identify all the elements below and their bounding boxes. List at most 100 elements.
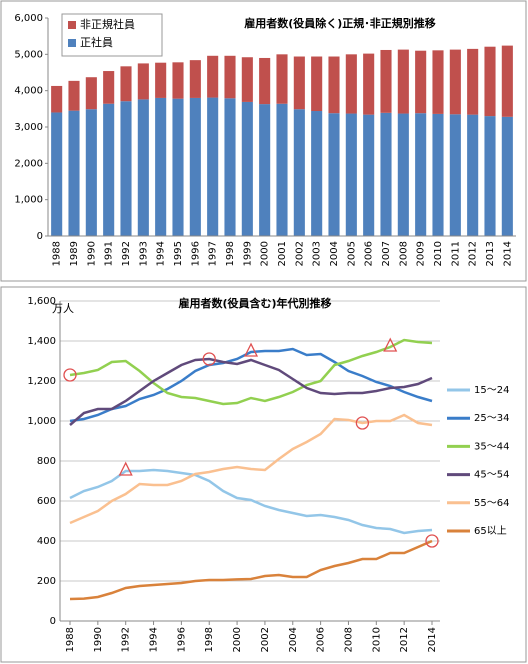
x-tick-label: 2009 bbox=[416, 241, 427, 266]
x-tick-label: 2000 bbox=[232, 627, 243, 652]
x-tick-label: 2013 bbox=[485, 241, 496, 266]
bar bbox=[172, 62, 184, 99]
bar bbox=[293, 56, 305, 110]
x-tick-label: 2000 bbox=[260, 241, 271, 266]
bar bbox=[276, 103, 288, 236]
x-tick-label: 1994 bbox=[149, 627, 160, 652]
highlight-circle bbox=[425, 534, 439, 548]
bar bbox=[311, 56, 323, 112]
line bbox=[69, 347, 433, 423]
bar bbox=[224, 98, 236, 237]
highlight-circle bbox=[355, 416, 370, 430]
panel bbox=[0, 286, 527, 663]
bar bbox=[259, 57, 271, 105]
x-tick-label: 2014 bbox=[502, 241, 513, 266]
line bbox=[69, 357, 433, 426]
bar bbox=[415, 113, 427, 236]
legend-swatch bbox=[68, 21, 76, 29]
x-tick-label: 2005 bbox=[346, 241, 357, 266]
legend-label: 正社員 bbox=[80, 35, 113, 49]
bar bbox=[103, 103, 115, 236]
line bbox=[69, 413, 433, 525]
bar bbox=[259, 104, 271, 236]
bar bbox=[293, 109, 305, 236]
x-tick-label: 1996 bbox=[176, 627, 187, 652]
bar bbox=[328, 113, 340, 236]
highlight-circle bbox=[63, 368, 77, 382]
bar bbox=[467, 48, 479, 115]
bar bbox=[155, 97, 167, 236]
y-tick-label: 2,000 bbox=[14, 158, 43, 169]
bar bbox=[172, 98, 184, 236]
x-tick-label: 2004 bbox=[329, 241, 340, 266]
x-tick-label: 1996 bbox=[190, 241, 201, 266]
bar bbox=[432, 50, 444, 114]
x-tick-label: 2011 bbox=[450, 241, 461, 266]
legend-label: 55～64 bbox=[474, 498, 509, 509]
x-tick-label: 1992 bbox=[121, 627, 132, 652]
y-tick-label: 1,000 bbox=[14, 195, 43, 206]
unit-label: 万人 bbox=[52, 302, 74, 315]
bar bbox=[207, 55, 219, 98]
x-tick-label: 2006 bbox=[316, 627, 327, 652]
bar bbox=[345, 113, 357, 236]
bar bbox=[189, 97, 201, 236]
x-tick-label: 1988 bbox=[65, 627, 76, 652]
legend-label: 45～54 bbox=[474, 470, 509, 481]
y-tick-label: 1,400 bbox=[27, 336, 56, 347]
x-tick-label: 2002 bbox=[294, 241, 305, 266]
bar bbox=[501, 116, 513, 236]
y-tick-label: 800 bbox=[37, 456, 56, 467]
x-tick-label: 2014 bbox=[427, 627, 438, 652]
bar bbox=[68, 80, 80, 111]
x-tick-label: 1993 bbox=[138, 241, 149, 266]
line bbox=[69, 338, 433, 406]
chart-title: 雇用者数(役員含む)年代別推移 bbox=[178, 296, 331, 310]
bar bbox=[432, 113, 444, 236]
x-tick-label: 2007 bbox=[381, 241, 392, 266]
legend-label: 15～24 bbox=[474, 385, 509, 396]
bar bbox=[103, 71, 115, 104]
x-tick-label: 2003 bbox=[312, 241, 323, 266]
x-tick-label: 1997 bbox=[208, 241, 219, 266]
bar bbox=[415, 50, 427, 114]
x-tick-label: 1995 bbox=[173, 241, 184, 266]
x-tick-label: 2004 bbox=[288, 627, 299, 652]
x-tick-label: 2012 bbox=[468, 241, 479, 266]
bar bbox=[85, 109, 97, 236]
bar bbox=[449, 49, 461, 115]
bar bbox=[363, 114, 375, 236]
highlight-triangle bbox=[383, 337, 398, 352]
legend-label: 35～44 bbox=[474, 441, 509, 452]
x-tick-label: 1998 bbox=[204, 627, 215, 652]
bar bbox=[241, 57, 253, 102]
x-tick-label: 2008 bbox=[398, 241, 409, 266]
bar bbox=[397, 49, 409, 114]
y-tick-label: 400 bbox=[37, 536, 56, 547]
y-tick-label: 6,000 bbox=[14, 13, 43, 24]
y-tick-label: 1,200 bbox=[27, 376, 56, 387]
x-tick-label: 1989 bbox=[69, 241, 80, 266]
bar bbox=[397, 113, 409, 236]
x-tick-label: 2006 bbox=[364, 241, 375, 266]
bar bbox=[51, 85, 63, 113]
bar bbox=[311, 111, 323, 236]
bar bbox=[328, 56, 340, 114]
bar bbox=[189, 60, 201, 98]
highlight-circle bbox=[202, 352, 216, 366]
y-tick-label: 0 bbox=[50, 616, 56, 627]
bar bbox=[120, 66, 132, 102]
bar bbox=[276, 54, 288, 104]
bar bbox=[51, 112, 63, 236]
highlight-triangle bbox=[243, 342, 259, 357]
bar bbox=[137, 99, 149, 237]
x-tick-label: 1992 bbox=[121, 241, 132, 266]
bar bbox=[137, 63, 149, 100]
x-tick-label: 2012 bbox=[399, 627, 410, 652]
legend-swatch bbox=[68, 39, 76, 47]
x-tick-label: 1988 bbox=[52, 241, 63, 266]
x-tick-label: 1990 bbox=[86, 241, 97, 266]
bar bbox=[484, 46, 496, 117]
y-tick-label: 5,000 bbox=[14, 49, 43, 60]
